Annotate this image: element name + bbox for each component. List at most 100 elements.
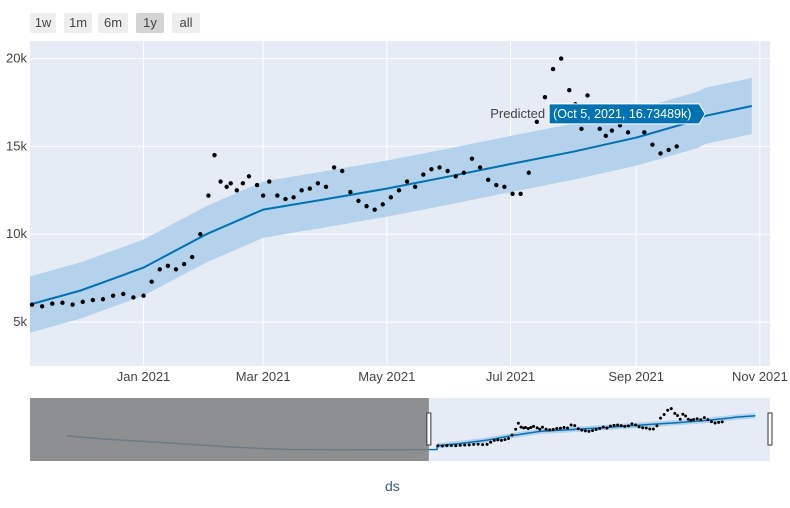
- actual-point: [625, 130, 631, 135]
- range-slider-left-handle[interactable]: [426, 412, 432, 446]
- actual-point: [579, 126, 584, 132]
- slider-point: [489, 440, 493, 444]
- y-tick-label: 15k: [6, 138, 27, 153]
- actual-point: [364, 203, 369, 209]
- range-slider-mask: [30, 398, 429, 461]
- actual-point: [70, 302, 75, 307]
- slider-point: [510, 433, 514, 437]
- range-button-1y[interactable]: 1y: [136, 13, 164, 33]
- actual-point: [315, 181, 321, 186]
- actual-point: [157, 267, 162, 272]
- actual-point: [80, 299, 85, 305]
- slider-point: [519, 425, 523, 429]
- actual-point: [267, 179, 272, 184]
- slider-point: [641, 426, 645, 430]
- actual-point: [173, 267, 179, 272]
- range-slider-points: [436, 407, 724, 448]
- slider-point: [662, 412, 666, 416]
- slider-point: [655, 424, 659, 428]
- slider-point: [591, 429, 595, 433]
- slider-point: [507, 437, 511, 441]
- actual-point: [650, 142, 655, 147]
- slider-point: [601, 425, 605, 429]
- gridlines: [30, 41, 770, 366]
- actual-point: [291, 195, 296, 200]
- slider-point: [481, 443, 485, 447]
- x-tick-label: May 2021: [358, 369, 415, 384]
- actual-point: [131, 295, 136, 300]
- range-slider-right-handle[interactable]: [767, 412, 773, 446]
- actual-point: [198, 232, 203, 237]
- x-tick-label: Jan 2021: [117, 369, 171, 384]
- actual-point: [348, 189, 353, 195]
- slider-point: [569, 423, 573, 427]
- slider-point: [695, 417, 699, 421]
- actual-point: [189, 254, 195, 260]
- range-button-all[interactable]: all: [172, 13, 200, 33]
- actual-point: [567, 87, 572, 93]
- slider-point: [548, 428, 552, 432]
- actual-point: [380, 202, 385, 207]
- slider-point: [699, 418, 703, 422]
- actual-point: [453, 174, 458, 179]
- slider-point: [573, 424, 577, 428]
- hover-label-box: [548, 103, 706, 125]
- actual-point: [502, 184, 507, 190]
- x-tick-label: Sep 2021: [608, 369, 664, 384]
- x-tick-label: Jul 2021: [486, 369, 535, 384]
- range-slider[interactable]: [30, 398, 773, 461]
- slider-point: [626, 424, 630, 428]
- slider-point: [538, 427, 542, 431]
- actual-point: [429, 167, 434, 172]
- actual-point: [260, 193, 266, 198]
- actual-point: [60, 300, 65, 305]
- x-axis-ticks: Jan 2021 Mar 2021 May 2021 Jul 2021 Sep 2021…: [117, 369, 788, 384]
- actual-point: [388, 195, 394, 200]
- slider-point: [445, 444, 449, 448]
- slider-point: [576, 427, 580, 431]
- actual-point: [658, 151, 663, 156]
- slider-point: [472, 442, 476, 446]
- actual-point: [206, 193, 211, 198]
- hover-label-text: (Oct 5, 2021, 16.73489k): [553, 107, 691, 121]
- actual-point: [445, 168, 450, 174]
- slider-point: [558, 426, 562, 430]
- slider-point: [605, 426, 609, 430]
- slider-point: [623, 424, 627, 428]
- slider-point: [608, 424, 612, 428]
- actual-point: [526, 170, 531, 175]
- range-button-1w[interactable]: 1w: [30, 13, 56, 33]
- slider-point: [619, 424, 623, 428]
- hover-tooltip: Predicted (Oct 5, 2021, 16.73489k): [490, 103, 706, 125]
- actual-point: [39, 304, 45, 309]
- range-button-6m[interactable]: 6m: [98, 13, 128, 33]
- actual-point: [121, 291, 126, 297]
- slider-point: [496, 438, 500, 442]
- slider-point: [648, 427, 652, 431]
- actual-point: [234, 188, 239, 193]
- slider-point: [651, 427, 655, 431]
- actual-point: [90, 297, 96, 303]
- actual-point: [331, 165, 337, 170]
- actual-point: [228, 181, 233, 186]
- range-button-1m[interactable]: 1m: [64, 13, 92, 33]
- slider-point: [535, 426, 539, 430]
- slider-point: [485, 442, 489, 446]
- slider-point: [555, 427, 559, 430]
- actual-point: [323, 184, 329, 190]
- slider-point: [692, 418, 696, 421]
- actual-point: [29, 302, 35, 307]
- actual-point: [396, 188, 402, 193]
- slider-point: [598, 427, 602, 430]
- slider-point: [676, 414, 680, 418]
- actual-point: [181, 261, 187, 267]
- actual-point: [212, 152, 217, 158]
- slider-point: [689, 418, 693, 422]
- slider-point: [458, 443, 462, 447]
- slider-point: [566, 426, 570, 430]
- slider-point: [499, 438, 503, 442]
- slider-point: [551, 428, 555, 432]
- actual-point: [254, 182, 260, 188]
- actual-point: [421, 172, 426, 177]
